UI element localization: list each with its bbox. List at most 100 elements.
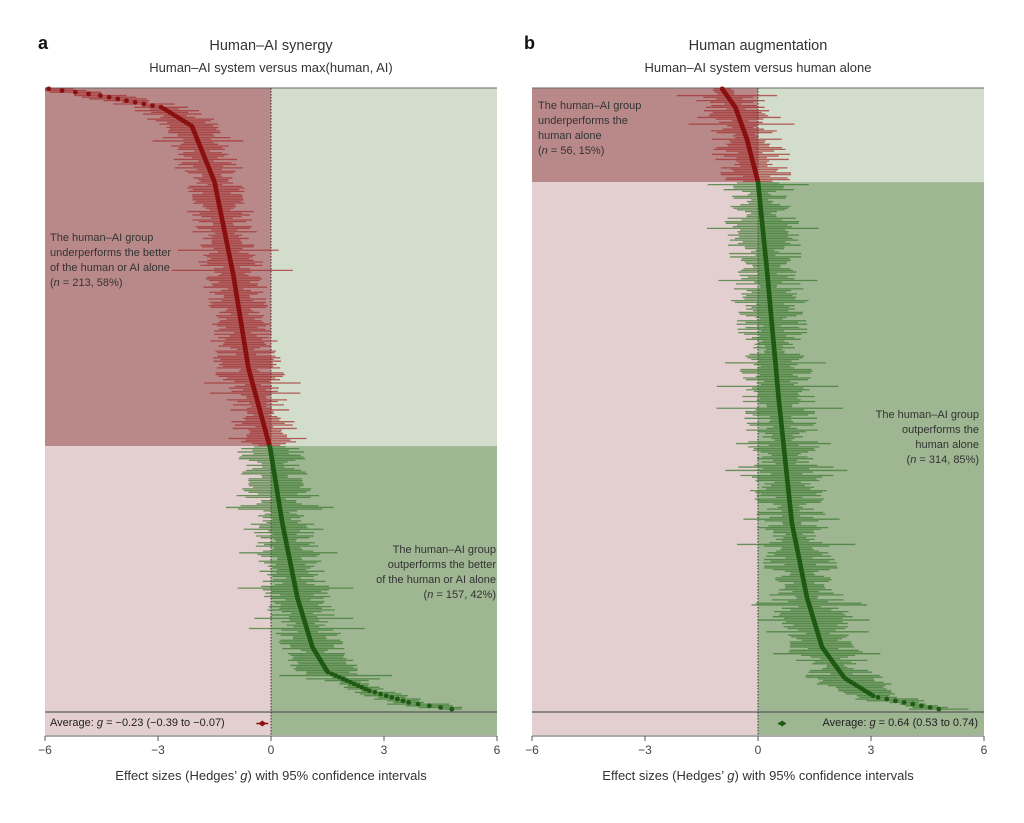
effect-point [351,681,357,687]
annotation-n-count: (n = 213, 58%) [50,277,122,289]
effect-point [46,86,52,92]
effect-point [901,700,907,705]
n-var: n [910,454,916,466]
x-tick-label: 0 [268,743,275,757]
annotation-line: of the human or AI alone [376,574,496,586]
effect-point [355,683,361,689]
annotation-line: The human–AI group [538,100,641,112]
effect-point [329,671,335,677]
panel-a-title: Human–AI synergy [209,38,333,54]
xlabel-post: ) with 95% confidence intervals [735,768,915,783]
x-tick-label: −3 [151,743,165,757]
annotation-line: underperforms the [538,115,628,127]
effect-point [378,691,383,697]
effect-point [893,698,898,704]
n-pre: ( [907,454,911,466]
effect-point [340,676,346,682]
effect-point [333,673,338,678]
annotation-line: The human–AI group [876,409,979,421]
x-tick-label: 0 [755,743,762,757]
effect-point [449,706,455,712]
xlabel-pre: Effect sizes (Hedges’ [602,768,727,783]
avg-var: g [97,717,104,729]
average-label: Average: g = −0.23 (−0.39 to −0.07) [50,717,225,729]
n-post: = 56, 15%) [548,145,605,157]
panel-a-synergy: a Human–AI synergy Human–AI system versu… [38,33,501,783]
avg-post: = −0.23 (−0.39 to −0.07) [103,717,225,729]
effect-point [910,701,916,707]
effect-point [406,700,412,705]
panel-b-annotation-outperforms: The human–AI group outperforms the human… [876,409,979,466]
annotation-line: The human–AI group [50,232,153,244]
effect-point [927,705,933,710]
effect-point [400,698,406,704]
quadrant-negative-highlight [532,88,758,183]
quadrant-negative-faded [45,446,271,735]
panel-a-annotation-underperforms: The human–AI group underperforms the bet… [50,232,171,289]
quadrant-positive-faded [758,88,984,183]
annotation-line: The human–AI group [393,544,496,556]
effect-point [141,101,147,107]
n-pre: ( [538,145,542,157]
effect-point [870,693,876,699]
n-var: n [542,145,548,157]
panel-a-x-axis: −6 −3 0 3 6 [38,735,501,757]
effect-point [359,684,365,690]
quadrant-negative-faded [532,182,758,736]
effect-point [919,703,924,709]
panel-letter-b: b [524,33,535,53]
annotation-line: outperforms the [902,424,979,436]
average-diamond [778,720,787,727]
effect-point [415,701,421,707]
effect-point [372,689,378,695]
average-label: Average: g = 0.64 (0.53 to 0.74) [823,717,978,729]
panel-b-x-axis: −6 −3 0 3 6 [525,735,988,757]
effect-point [438,705,443,710]
panel-b-annotation-underperforms: The human–AI group underperforms the hum… [538,100,641,157]
avg-post: = 0.64 (0.53 to 0.74) [876,717,978,729]
effect-point [124,98,129,104]
x-tick-label: 3 [381,743,388,757]
annotation-line: underperforms the better [50,247,171,259]
effect-point [86,91,91,97]
effect-point [336,674,342,680]
annotation-n-count: (n = 56, 15%) [538,145,604,157]
effect-point [72,89,78,95]
avg-pre: Average: [50,717,97,729]
annotation-line: human alone [538,130,602,142]
n-pre: ( [50,277,54,289]
annotation-n-count: (n = 314, 85%) [907,454,979,466]
x-tick-label: 6 [494,743,501,757]
effect-point [115,96,121,102]
effect-point [383,693,389,699]
xlabel-var: g [240,768,248,783]
n-post: = 157, 42%) [433,589,496,601]
n-post: = 213, 58%) [60,277,123,289]
avg-var: g [869,717,876,729]
panel-b-title: Human augmentation [689,38,828,54]
xlabel-post: ) with 95% confidence intervals [248,768,428,783]
effect-point [348,679,353,685]
xlabel-pre: Effect sizes (Hedges’ [115,768,240,783]
effect-point [389,694,395,700]
x-tick-label: −3 [638,743,652,757]
x-tick-label: 6 [981,743,988,757]
annotation-line: human alone [915,439,979,451]
panel-a-effect-points [46,86,455,712]
panel-a-average-row: Average: g = −0.23 (−0.39 to −0.07) [50,717,269,729]
effect-point [98,93,103,98]
annotation-line: outperforms the better [388,559,497,571]
effect-point [426,703,432,709]
panel-a-background-quadrants [45,87,497,735]
effect-point [132,99,138,105]
panel-a-subtitle: Human–AI system versus max(human, AI) [149,60,392,75]
annotation-n-count: (n = 157, 42%) [424,589,496,601]
average-diamond [258,720,267,727]
effect-point [59,88,65,93]
panel-b-x-axis-label: Effect sizes (Hedges’ g) with 95% confid… [602,768,914,783]
effect-point [325,669,331,675]
effect-point [106,94,112,100]
n-pre: ( [424,589,428,601]
quadrant-positive-highlight [271,446,497,735]
